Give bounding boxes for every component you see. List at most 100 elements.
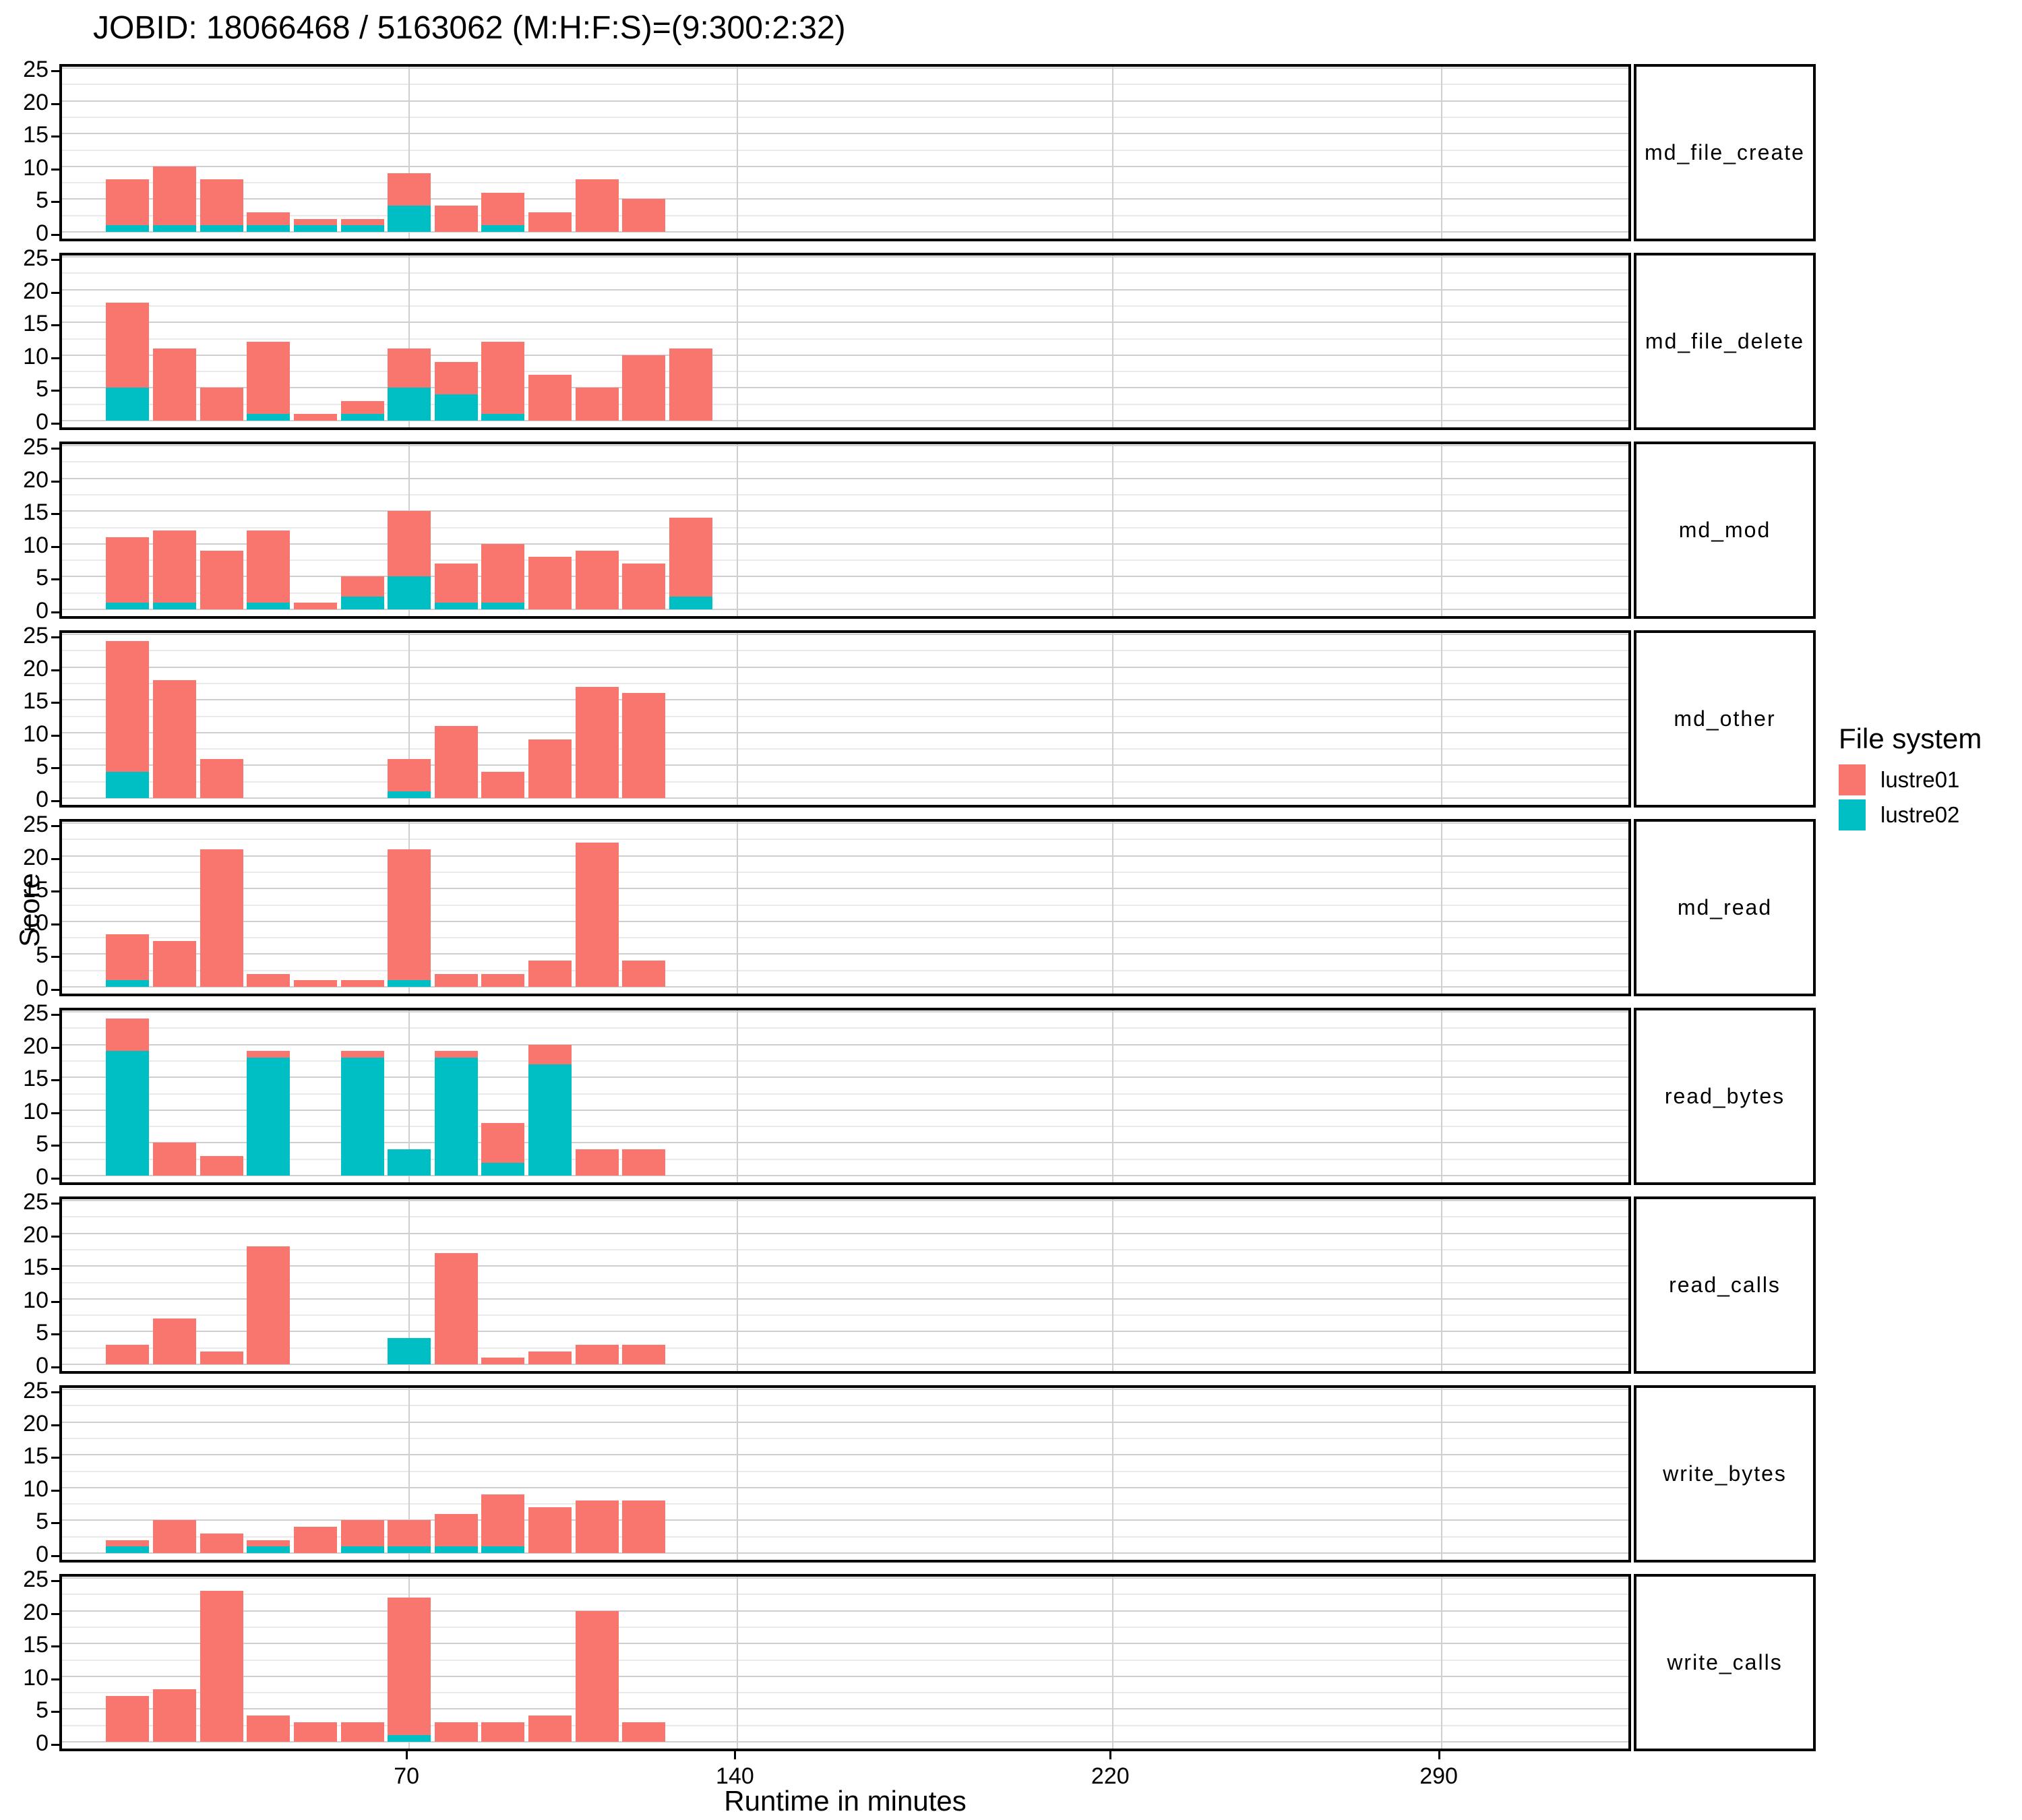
minor-gridline <box>62 1536 1628 1538</box>
bar-lustre01 <box>106 537 150 603</box>
bar-lustre01 <box>153 1689 197 1742</box>
major-gridline <box>62 888 1628 890</box>
y-tick-label: 25 <box>23 57 49 82</box>
bar-lustre01 <box>388 348 431 388</box>
y-tick-mark <box>51 102 59 105</box>
bar-lustre02 <box>669 596 712 609</box>
major-gridline <box>62 634 1628 635</box>
y-tick-label: 10 <box>23 1476 49 1502</box>
x-tick-mark <box>406 1751 408 1759</box>
bar-lustre01 <box>247 1716 290 1742</box>
bar-lustre01 <box>153 940 197 987</box>
bar-lustre01 <box>481 543 525 603</box>
bar-lustre01 <box>575 1500 619 1553</box>
y-tick-mark <box>51 1391 59 1393</box>
minor-gridline <box>62 1503 1628 1505</box>
major-gridline <box>62 354 1628 356</box>
bar-lustre01 <box>200 758 243 798</box>
y-tick-label: 10 <box>23 154 49 181</box>
minor-gridline <box>62 1347 1628 1349</box>
x-gridline <box>1440 1577 1442 1749</box>
major-gridline <box>62 1364 1628 1365</box>
bar-lustre01 <box>200 1591 243 1742</box>
minor-gridline <box>62 1470 1628 1472</box>
bar-lustre02 <box>481 414 525 421</box>
major-gridline <box>62 198 1628 200</box>
y-tick-label: 20 <box>23 1410 49 1436</box>
y-tick-mark <box>51 857 59 860</box>
bar-lustre02 <box>388 206 431 232</box>
y-tick-mark <box>51 578 59 581</box>
bar-lustre02 <box>247 603 290 609</box>
bar-lustre01 <box>622 1500 666 1553</box>
minor-gridline <box>62 149 1628 151</box>
minor-gridline <box>62 1314 1628 1316</box>
bar-lustre01 <box>622 563 666 609</box>
major-gridline <box>62 67 1628 69</box>
major-gridline <box>62 1708 1628 1710</box>
major-gridline <box>62 855 1628 857</box>
y-tick-mark <box>51 1145 59 1147</box>
x-axis-title: Runtime in minutes <box>724 1785 967 1817</box>
y-tick-mark <box>51 636 59 638</box>
minor-gridline <box>62 682 1628 684</box>
minor-gridline <box>62 1724 1628 1726</box>
y-tick-label: 20 <box>23 655 49 681</box>
bar-lustre01 <box>388 1520 431 1547</box>
y-tick-label: 10 <box>23 1287 49 1313</box>
bar-lustre02 <box>106 603 150 609</box>
y-tick-mark <box>51 923 59 926</box>
bar-lustre01 <box>434 206 478 232</box>
bar-lustre01 <box>528 961 572 987</box>
bar-lustre01 <box>293 603 337 609</box>
bar-lustre02 <box>481 1162 525 1176</box>
bar-lustre01 <box>434 1051 478 1058</box>
minor-gridline <box>62 592 1628 594</box>
bar-lustre01 <box>481 772 525 798</box>
minor-gridline <box>62 1093 1628 1095</box>
x-gridline <box>1112 822 1114 994</box>
y-tick-label: 5 <box>36 1697 49 1724</box>
major-gridline <box>62 576 1628 578</box>
y-tick-mark <box>51 1235 59 1238</box>
bar-lustre01 <box>247 342 290 415</box>
bar-lustre01 <box>622 1344 666 1364</box>
bar-lustre01 <box>340 1051 384 1058</box>
bar-lustre01 <box>247 1051 290 1058</box>
minor-gridline <box>62 904 1628 906</box>
bar-lustre02 <box>388 1149 431 1176</box>
bar-lustre01 <box>481 1358 525 1364</box>
bar-lustre01 <box>293 1527 337 1553</box>
y-tick-label: 5 <box>36 565 49 591</box>
y-tick-mark <box>51 1580 59 1582</box>
y-tick-label: 0 <box>36 787 49 812</box>
bar-lustre02 <box>481 1546 525 1553</box>
y-tick-mark <box>51 767 59 770</box>
facet-strip: md_mod <box>1634 442 1816 619</box>
y-tick-label: 10 <box>23 721 49 747</box>
facet-panel-md_file_delete <box>59 253 1631 430</box>
minor-gridline <box>62 493 1628 495</box>
major-gridline <box>62 510 1628 512</box>
minor-gridline <box>62 84 1628 86</box>
bar-lustre02 <box>340 1546 384 1553</box>
x-tick-label: 290 <box>1419 1763 1458 1789</box>
y-tick-mark <box>51 734 59 737</box>
major-gridline <box>62 231 1628 233</box>
bar-lustre01 <box>528 374 572 421</box>
x-gridline <box>1440 1199 1442 1371</box>
x-gridline <box>408 67 410 239</box>
bar-lustre01 <box>340 576 384 597</box>
bar-lustre01 <box>153 348 197 421</box>
bar-lustre01 <box>575 388 619 421</box>
bar-lustre01 <box>200 388 243 421</box>
y-tick-mark <box>51 1366 59 1368</box>
major-gridline <box>62 100 1628 102</box>
minor-gridline <box>62 1248 1628 1250</box>
y-tick-mark <box>51 324 59 327</box>
facet-strip: write_bytes <box>1634 1385 1816 1563</box>
bar-lustre02 <box>388 388 431 421</box>
minor-gridline <box>62 1281 1628 1283</box>
y-tick-mark <box>51 1112 59 1114</box>
major-gridline <box>62 133 1628 135</box>
